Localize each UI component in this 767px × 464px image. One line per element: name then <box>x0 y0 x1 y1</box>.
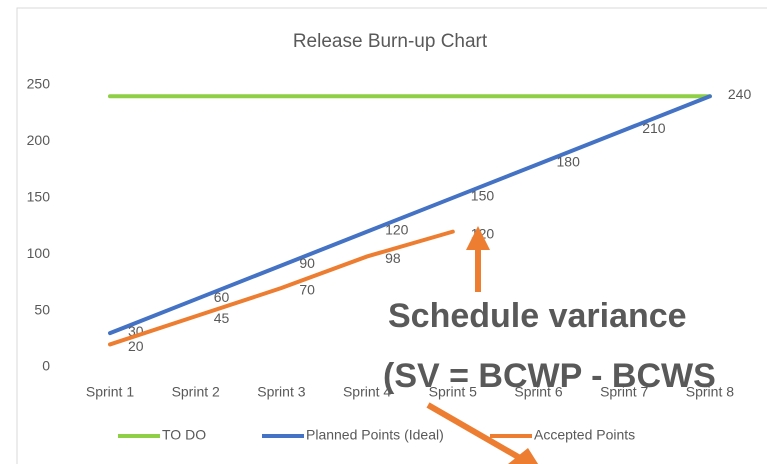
data-label: 150 <box>471 188 495 204</box>
x-tick-label: Sprint 8 <box>686 384 734 400</box>
annotation: Schedule variance <box>388 297 687 335</box>
data-label: 45 <box>214 310 230 326</box>
data-label: 240 <box>728 86 752 102</box>
data-label: 70 <box>299 282 315 298</box>
arrow-head <box>508 448 539 464</box>
y-tick-label: 150 <box>27 189 51 205</box>
x-tick-label: Sprint 1 <box>86 384 134 400</box>
x-tick-label: Sprint 3 <box>257 384 305 400</box>
data-label: 98 <box>385 250 401 266</box>
x-tick-label: Sprint 5 <box>429 384 477 400</box>
series-line <box>108 94 712 336</box>
data-label: 60 <box>214 289 230 305</box>
y-tick-label: 200 <box>27 132 51 148</box>
y-tick-label: 50 <box>34 301 50 317</box>
x-tick-label: Sprint 6 <box>514 384 562 400</box>
x-tick-label: Sprint 4 <box>343 384 391 400</box>
y-tick-label: 100 <box>27 245 51 261</box>
y-tick-label: 0 <box>42 358 50 374</box>
y-tick-label: 250 <box>27 76 51 92</box>
x-tick-label: Sprint 7 <box>600 384 648 400</box>
data-label: 90 <box>299 255 315 271</box>
legend-label: TO DO <box>162 427 206 443</box>
data-label: 120 <box>385 221 409 237</box>
data-label: 180 <box>557 154 581 170</box>
data-label: 20 <box>128 338 144 354</box>
legend-label: Planned Points (Ideal) <box>306 427 444 443</box>
legend-label: Accepted Points <box>534 427 635 443</box>
chart-frame <box>16 7 767 464</box>
annotation: (SV = BCWP - BCWS <box>383 357 716 395</box>
arrow-head <box>466 226 490 250</box>
arrow-shaft <box>426 402 522 461</box>
x-tick-label: Sprint 2 <box>172 384 220 400</box>
chart-title: Release Burn-up Chart <box>293 31 488 52</box>
series-line <box>108 229 455 347</box>
data-label: 210 <box>642 120 666 136</box>
